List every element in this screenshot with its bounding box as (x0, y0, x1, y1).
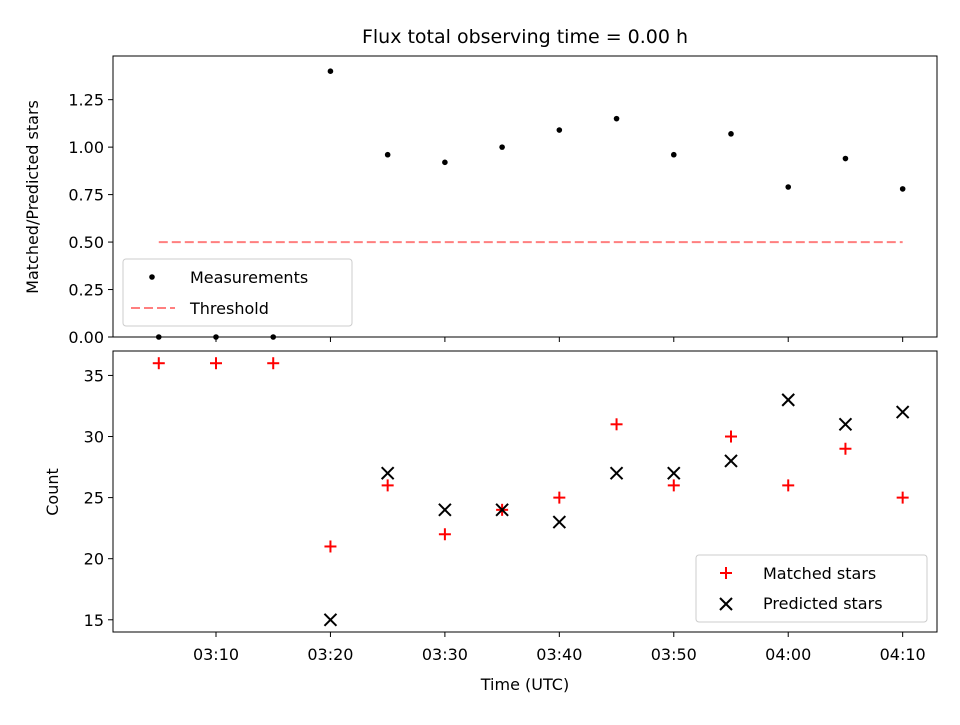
predicted-stars-point (781, 393, 795, 407)
measurement-point (499, 144, 505, 150)
x-tick-label: 03:50 (651, 645, 697, 664)
measurement-point (384, 151, 391, 158)
predicted-stars-point (495, 503, 509, 517)
measurement-point (613, 115, 620, 122)
bottom-legend: Matched stars Predicted stars (695, 554, 928, 623)
legend-measurements-marker (149, 274, 155, 280)
measurement-point (842, 155, 849, 162)
matched-stars-point (553, 491, 566, 504)
matched-stars-point (438, 528, 451, 541)
legend-threshold-label: Threshold (189, 299, 269, 318)
top-legend-frame (122, 258, 353, 327)
predicted-stars-point (895, 405, 910, 419)
bottom-x-ticks: 03:10 03:20 03:30 03:40 03:50 04:00 04:10 (193, 632, 926, 664)
predicted-stars-point (552, 515, 567, 529)
legend-matched-marker (720, 567, 732, 579)
top-plot-area (155, 68, 906, 340)
bottom-y-tick-label: 30 (84, 428, 104, 447)
x-tick-label: 03:40 (536, 645, 582, 664)
matched-stars-point (896, 491, 909, 504)
legend-measurements-label: Measurements (190, 268, 308, 287)
top-y-tick-label: 0.00 (68, 328, 104, 347)
measurement-point (327, 68, 334, 74)
top-y-tick-label: 0.50 (68, 233, 104, 252)
matched-stars-point (324, 540, 337, 553)
x-tick-label: 04:10 (880, 645, 926, 664)
x-tick-label: 04:00 (765, 645, 811, 664)
predicted-stars-point (724, 454, 738, 468)
predicted-stars-point (838, 417, 853, 432)
x-tick-label: 03:20 (307, 645, 353, 664)
bottom-x-axis-label: Time (UTC) (480, 675, 569, 694)
predicted-stars-point (609, 466, 624, 480)
top-y-tick-label: 0.25 (68, 281, 104, 300)
legend-predicted-marker (719, 597, 733, 611)
top-y-ticks: 0.00 0.25 0.50 0.75 1.00 1.25 (68, 91, 113, 347)
top-y-tick-label: 1.25 (68, 91, 104, 110)
top-y-tick-label: 1.00 (68, 138, 104, 157)
bottom-y-tick-label: 20 (84, 550, 104, 569)
bottom-y-tick-label: 15 (84, 611, 104, 630)
predicted-stars-point (667, 466, 681, 480)
matched-stars-point (782, 479, 795, 492)
measurement-point (728, 131, 734, 137)
measurement-point (556, 127, 563, 133)
bottom-y-ticks: 15 20 25 30 35 (84, 366, 113, 630)
legend-matched-label: Matched stars (763, 564, 876, 583)
measurement-point (442, 159, 448, 166)
predicted-stars-point (438, 503, 452, 517)
x-tick-label: 03:30 (422, 645, 468, 664)
bottom-legend-frame (695, 554, 928, 623)
bottom-y-tick-label: 25 (84, 489, 104, 508)
x-tick-label: 03:10 (193, 645, 239, 664)
top-x-tickmarks (215, 337, 904, 342)
top-legend: Measurements Threshold (122, 258, 353, 327)
measurement-point (670, 151, 677, 158)
top-y-tick-label: 0.75 (68, 186, 104, 205)
measurement-point (899, 186, 906, 192)
bottom-y-tick-label: 35 (84, 366, 104, 385)
matched-stars-point (152, 357, 165, 370)
matched-stars-point (610, 418, 623, 431)
matched-stars-point (381, 479, 394, 492)
top-chart-title: Flux total observing time = 0.00 h (362, 26, 688, 48)
predicted-stars-point (323, 613, 338, 627)
matched-stars-point (267, 357, 280, 370)
bottom-y-axis-label: Count (43, 468, 62, 516)
matched-stars-point (725, 430, 737, 443)
top-y-axis-label: Matched/Predicted stars (23, 100, 42, 294)
matched-stars-point (210, 357, 222, 370)
top-axes-frame (112, 55, 938, 338)
predicted-stars-point (380, 466, 395, 480)
bottom-plot-area (152, 357, 910, 627)
measurement-point (785, 184, 792, 190)
bottom-axes-frame (112, 350, 938, 633)
matched-stars-point (667, 479, 680, 492)
legend-predicted-label: Predicted stars (763, 594, 883, 613)
matched-stars-point (839, 442, 852, 455)
